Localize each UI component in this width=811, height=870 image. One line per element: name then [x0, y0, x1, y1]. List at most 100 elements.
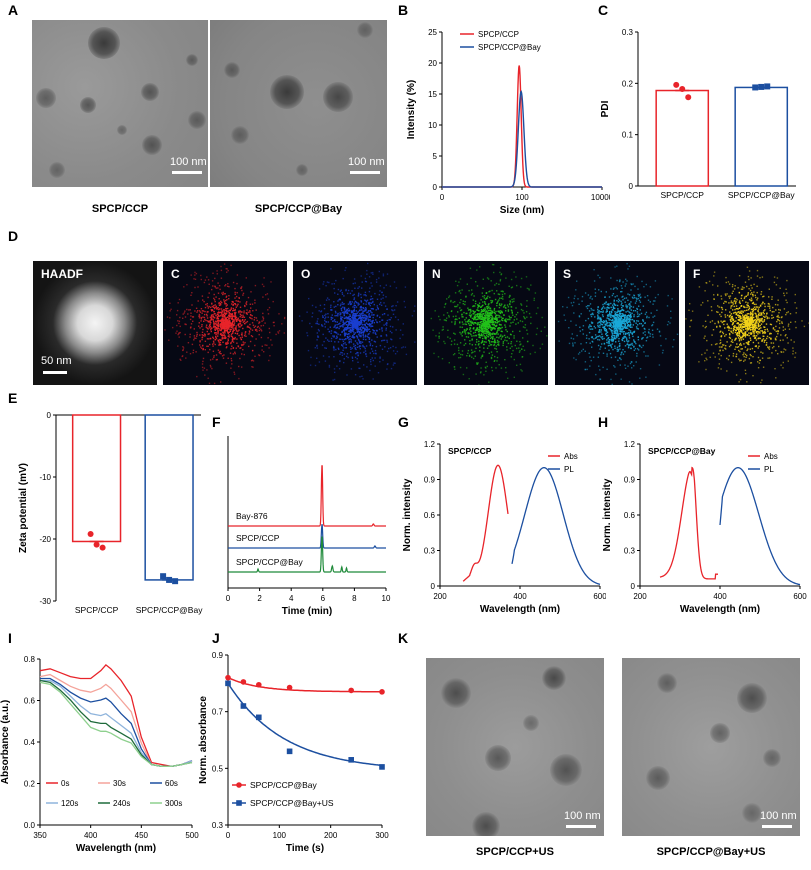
eds-dot	[320, 311, 322, 313]
eds-dot	[512, 314, 514, 316]
eds-dot	[358, 324, 361, 326]
eds-dot	[358, 346, 360, 348]
eds-dot	[636, 320, 638, 322]
eds-dot	[360, 314, 362, 316]
eds-dot	[366, 328, 369, 330]
eds-dot	[468, 324, 471, 326]
eds-dot	[744, 310, 746, 312]
eds-dot	[357, 354, 359, 356]
eds-dot	[345, 323, 347, 326]
eds-dot	[262, 296, 264, 298]
eds-dot	[606, 331, 609, 333]
eds-dot	[493, 271, 495, 274]
eds-dot	[581, 300, 583, 302]
eds-dot	[391, 338, 393, 341]
eds-dots	[430, 263, 548, 385]
eds-dot	[630, 305, 632, 308]
eds-dot	[751, 292, 753, 294]
eds-dot	[634, 297, 636, 299]
eds-dot	[190, 315, 192, 317]
eds-dot	[325, 299, 328, 301]
eds-dot	[448, 295, 451, 297]
eds-dot	[358, 322, 360, 325]
eds-dot	[620, 313, 622, 315]
eds-dot	[216, 307, 218, 309]
eds-dot	[750, 316, 752, 318]
eds-dot	[363, 364, 365, 366]
eds-dot	[502, 344, 504, 347]
eds-dot	[204, 374, 206, 376]
eds-dot	[753, 306, 756, 308]
eds-dot	[624, 324, 627, 327]
eds-dot	[597, 315, 599, 317]
eds-dot	[519, 344, 521, 346]
eds-dot	[221, 313, 223, 315]
eds-dot	[463, 311, 465, 314]
eds-dot	[216, 318, 218, 320]
eds-dot	[358, 335, 361, 337]
eds-dot	[495, 333, 497, 335]
eds-dot	[748, 325, 751, 328]
eds-dot	[625, 337, 628, 339]
eds-dot	[495, 310, 497, 313]
eds-dot	[219, 342, 221, 344]
eds-dot	[453, 343, 456, 345]
eds-dot	[778, 316, 780, 319]
eds-dot	[223, 293, 225, 295]
eds-dot	[369, 315, 371, 317]
eds-dot	[486, 277, 489, 279]
eds-dot	[243, 343, 245, 345]
eds-dot	[499, 280, 501, 282]
eds-dot	[222, 322, 224, 324]
eds-dot	[513, 376, 515, 378]
eds-dot	[231, 326, 233, 328]
eds-dot	[462, 331, 464, 333]
eds-dot	[772, 316, 775, 319]
eds-dot	[623, 325, 625, 327]
eds-dot	[214, 326, 216, 328]
eds-dot	[737, 334, 739, 336]
eds-dot	[487, 304, 490, 306]
eds-dot	[357, 294, 360, 296]
eds-dot	[195, 351, 197, 353]
eds-dot	[243, 335, 246, 337]
eds-dot	[231, 340, 233, 342]
eds-dot	[598, 339, 601, 341]
eds-dot	[213, 293, 215, 296]
eds-dot	[353, 304, 356, 306]
eds-dot	[528, 312, 531, 315]
eds-dot	[484, 332, 486, 335]
eds-dot	[730, 305, 732, 307]
eds-dot	[616, 317, 618, 320]
eds-dot	[225, 362, 228, 364]
y-tick-label: 25	[428, 28, 437, 37]
eds-dot	[217, 330, 219, 333]
eds-dot	[472, 311, 475, 313]
eds-dot	[609, 324, 611, 326]
eds-dot	[389, 347, 392, 349]
eds-dot	[497, 327, 500, 329]
eds-dot	[606, 322, 608, 324]
eds-dot	[720, 341, 722, 344]
eds-dot	[378, 270, 380, 273]
eds-dot	[616, 279, 618, 282]
eds-dot	[736, 326, 739, 329]
eds-dot	[212, 314, 214, 316]
eds-dot	[620, 323, 622, 325]
eds-dot	[224, 329, 227, 331]
eds-dot	[251, 366, 253, 368]
eds-dot	[249, 316, 251, 319]
eds-dot	[351, 347, 353, 349]
eds-dot	[758, 331, 760, 333]
eds-dot	[472, 328, 475, 330]
eds-dot	[483, 316, 485, 318]
eds-dot	[452, 315, 455, 318]
eds-dot	[383, 302, 385, 304]
eds-dot	[599, 324, 601, 327]
eds-dots	[164, 263, 286, 385]
eds-dot	[482, 324, 485, 326]
eds-dot	[344, 309, 346, 311]
scale-bar-label: 100 nm	[170, 156, 207, 168]
eds-dot	[724, 316, 727, 318]
eds-dot	[525, 276, 528, 278]
